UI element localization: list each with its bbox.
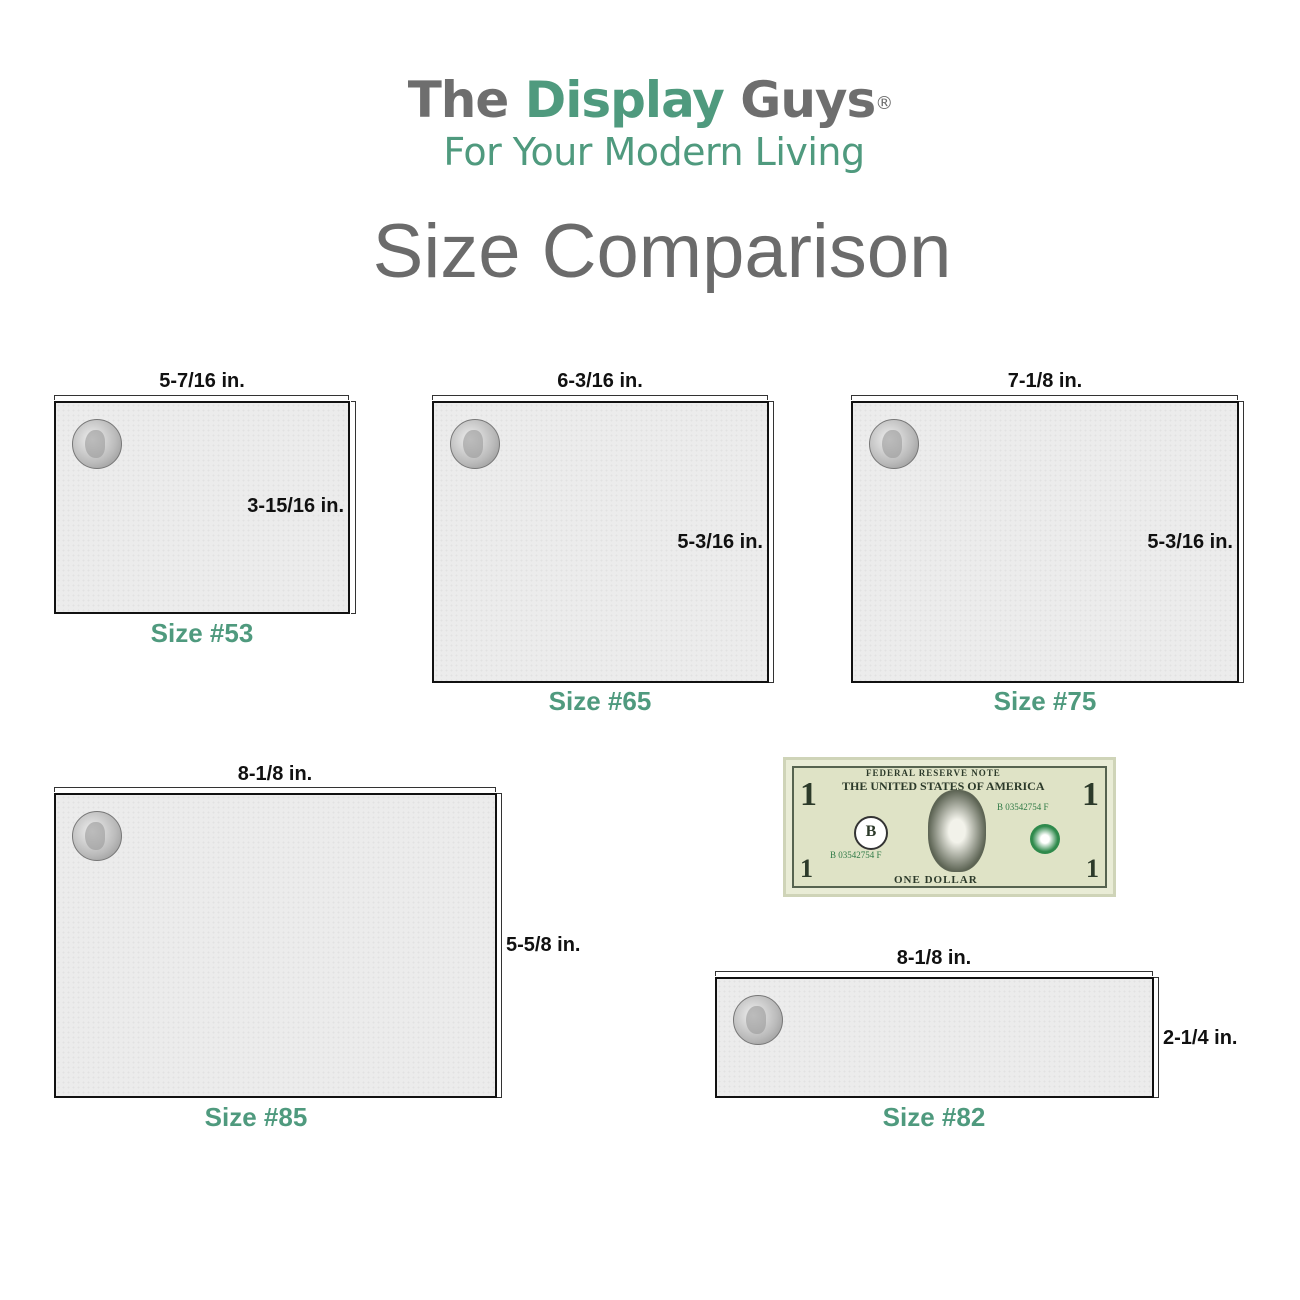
bill-denomination-bottom-left: 1 xyxy=(800,854,813,883)
width-dimension-line xyxy=(715,971,1153,976)
bill-serial-right: B 03542754 F xyxy=(997,802,1049,812)
brand-name: The Display Guys® xyxy=(0,70,1300,130)
height-label: 5-5/8 in. xyxy=(506,934,581,956)
quarter-coin-icon xyxy=(450,419,500,469)
brand-word-guys: Guys xyxy=(740,71,876,129)
width-dimension-line xyxy=(432,395,768,400)
height-label: 3-15/16 in. xyxy=(247,495,344,517)
height-dimension-line xyxy=(1154,977,1159,1098)
size-label: Size #82 xyxy=(882,1102,986,1132)
size-label: Size #75 xyxy=(993,686,1097,716)
brand-logo: The Display Guys® For Your Modern Living xyxy=(0,70,1300,174)
registered-mark: ® xyxy=(875,93,893,114)
size-label: Size #85 xyxy=(204,1102,308,1132)
bill-denomination-bottom-right: 1 xyxy=(1086,854,1099,883)
height-label: 5-3/16 in. xyxy=(677,531,763,553)
quarter-coin-icon xyxy=(869,419,919,469)
size-label: Size #65 xyxy=(548,686,652,716)
federal-reserve-seal: B xyxy=(854,816,888,850)
bill-footer: ONE DOLLAR xyxy=(894,874,978,886)
page-title: Size Comparison xyxy=(372,209,952,294)
bill-country: THE UNITED STATES OF AMERICA xyxy=(842,779,1045,793)
height-label: 2-1/4 in. xyxy=(1163,1027,1238,1049)
bill-denomination-right: 1 xyxy=(1082,776,1099,813)
width-label: 6-3/16 in. xyxy=(557,370,643,392)
height-dimension-line xyxy=(497,793,502,1098)
brand-word-the: The xyxy=(407,71,510,129)
quarter-coin-icon xyxy=(733,995,783,1045)
width-dimension-line xyxy=(851,395,1238,400)
treasury-seal xyxy=(1030,824,1060,854)
width-label: 8-1/8 in. xyxy=(896,947,972,969)
size-53-box xyxy=(54,401,350,614)
height-dimension-line xyxy=(1239,401,1244,683)
height-dimension-line xyxy=(351,401,356,614)
width-label: 7-1/8 in. xyxy=(1007,370,1083,392)
quarter-coin-icon xyxy=(72,811,122,861)
quarter-coin-icon xyxy=(72,419,122,469)
height-dimension-line xyxy=(769,401,774,683)
size-85-box xyxy=(54,793,497,1098)
width-dimension-line xyxy=(54,787,496,792)
bill-denomination-left: 1 xyxy=(800,776,817,813)
width-dimension-line xyxy=(54,395,349,400)
size-82-box xyxy=(715,977,1154,1098)
width-label: 8-1/8 in. xyxy=(237,763,313,785)
bill-header: FEDERAL RESERVE NOTE xyxy=(866,768,1001,778)
size-label: Size #53 xyxy=(150,618,254,648)
dollar-bill-image: FEDERAL RESERVE NOTE THE UNITED STATES O… xyxy=(783,757,1116,897)
brand-tagline: For Your Modern Living xyxy=(443,130,865,174)
height-label: 5-3/16 in. xyxy=(1147,531,1233,553)
brand-word-display: Display xyxy=(524,71,725,129)
bill-serial-left: B 03542754 F xyxy=(830,850,882,860)
width-label: 5-7/16 in. xyxy=(159,370,245,392)
bill-frame: FEDERAL RESERVE NOTE THE UNITED STATES O… xyxy=(792,766,1107,888)
washington-portrait xyxy=(928,790,986,872)
